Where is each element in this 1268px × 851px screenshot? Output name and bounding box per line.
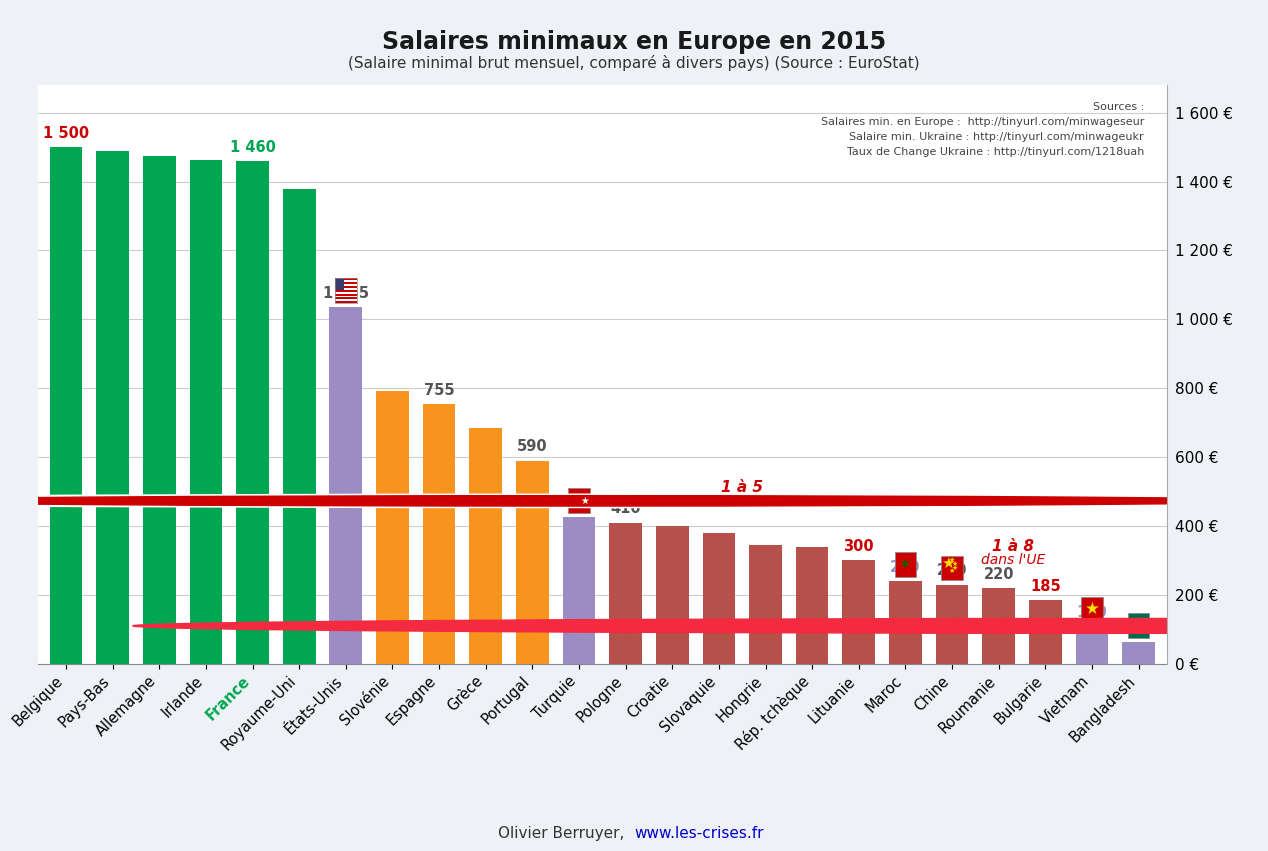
Bar — [236, 161, 269, 664]
Text: 230: 230 — [937, 563, 967, 579]
FancyBboxPatch shape — [335, 286, 356, 288]
Bar — [330, 307, 363, 664]
Text: 425: 425 — [564, 496, 595, 511]
Bar — [283, 189, 316, 664]
Text: 185: 185 — [1030, 579, 1061, 594]
Text: ★: ★ — [948, 557, 955, 563]
Text: ★: ★ — [951, 561, 957, 567]
FancyBboxPatch shape — [335, 288, 356, 290]
Text: (Salaire minimal brut mensuel, comparé à divers pays) (Source : EuroStat): (Salaire minimal brut mensuel, comparé à… — [349, 55, 919, 71]
FancyBboxPatch shape — [335, 300, 356, 301]
Text: Salaires minimaux en Europe en 2015: Salaires minimaux en Europe en 2015 — [382, 30, 886, 54]
Text: 1 035: 1 035 — [323, 286, 369, 301]
Text: ★: ★ — [948, 568, 955, 574]
Text: dans la ZE: dans la ZE — [706, 494, 779, 508]
Circle shape — [0, 495, 1268, 506]
Text: 110: 110 — [1077, 605, 1107, 620]
Text: 1 500: 1 500 — [43, 126, 89, 141]
FancyBboxPatch shape — [1127, 614, 1149, 638]
Text: 240: 240 — [890, 560, 921, 575]
Bar — [143, 157, 175, 664]
Bar — [610, 523, 642, 664]
FancyBboxPatch shape — [335, 283, 356, 284]
Text: Sources :
Salaires min. en Europe :  http://tinyurl.com/minwageseur
Salaire min.: Sources : Salaires min. en Europe : http… — [820, 102, 1144, 157]
Circle shape — [133, 619, 1268, 633]
Text: 300: 300 — [843, 540, 874, 554]
Text: www.les-crises.fr: www.les-crises.fr — [634, 825, 763, 841]
Text: 410: 410 — [610, 501, 640, 517]
Bar — [656, 526, 689, 664]
Text: ★: ★ — [581, 496, 590, 505]
FancyBboxPatch shape — [335, 278, 356, 280]
Text: Olivier Berruyer,: Olivier Berruyer, — [498, 825, 634, 841]
FancyBboxPatch shape — [335, 301, 356, 303]
Text: ★: ★ — [941, 556, 955, 570]
Text: ★: ★ — [1084, 600, 1099, 619]
Text: 1 460: 1 460 — [230, 140, 275, 155]
Text: 590: 590 — [517, 439, 548, 454]
Bar — [469, 428, 502, 664]
Bar — [702, 533, 735, 664]
Bar — [889, 581, 922, 664]
Bar — [1030, 600, 1061, 664]
FancyBboxPatch shape — [335, 295, 356, 297]
Bar — [936, 585, 969, 664]
Text: 1 à 5: 1 à 5 — [721, 480, 763, 495]
Bar — [796, 546, 828, 664]
FancyBboxPatch shape — [335, 284, 356, 286]
FancyBboxPatch shape — [941, 556, 962, 580]
Bar — [1075, 625, 1108, 664]
Text: 755: 755 — [424, 382, 454, 397]
Bar — [516, 460, 549, 664]
FancyBboxPatch shape — [895, 552, 917, 577]
FancyBboxPatch shape — [335, 297, 356, 300]
Bar — [749, 545, 782, 664]
Bar — [983, 588, 1014, 664]
FancyBboxPatch shape — [335, 280, 356, 283]
Text: ✶: ✶ — [899, 557, 912, 572]
Bar — [422, 403, 455, 664]
FancyBboxPatch shape — [335, 278, 344, 290]
Bar — [377, 391, 408, 664]
Bar — [563, 517, 595, 664]
Text: 62: 62 — [1129, 621, 1149, 637]
FancyBboxPatch shape — [335, 294, 356, 295]
Text: dans l'UE: dans l'UE — [980, 553, 1045, 568]
Circle shape — [0, 494, 1268, 507]
Bar — [842, 561, 875, 664]
Text: 220: 220 — [984, 567, 1014, 582]
Text: ★: ★ — [951, 564, 957, 570]
FancyBboxPatch shape — [335, 292, 356, 294]
Bar — [190, 160, 222, 664]
Bar — [1122, 643, 1155, 664]
Bar — [49, 147, 82, 664]
FancyBboxPatch shape — [335, 290, 356, 292]
Text: 1 à 8: 1 à 8 — [992, 540, 1033, 554]
FancyBboxPatch shape — [568, 488, 590, 513]
FancyBboxPatch shape — [1082, 597, 1103, 622]
Bar — [96, 151, 129, 664]
